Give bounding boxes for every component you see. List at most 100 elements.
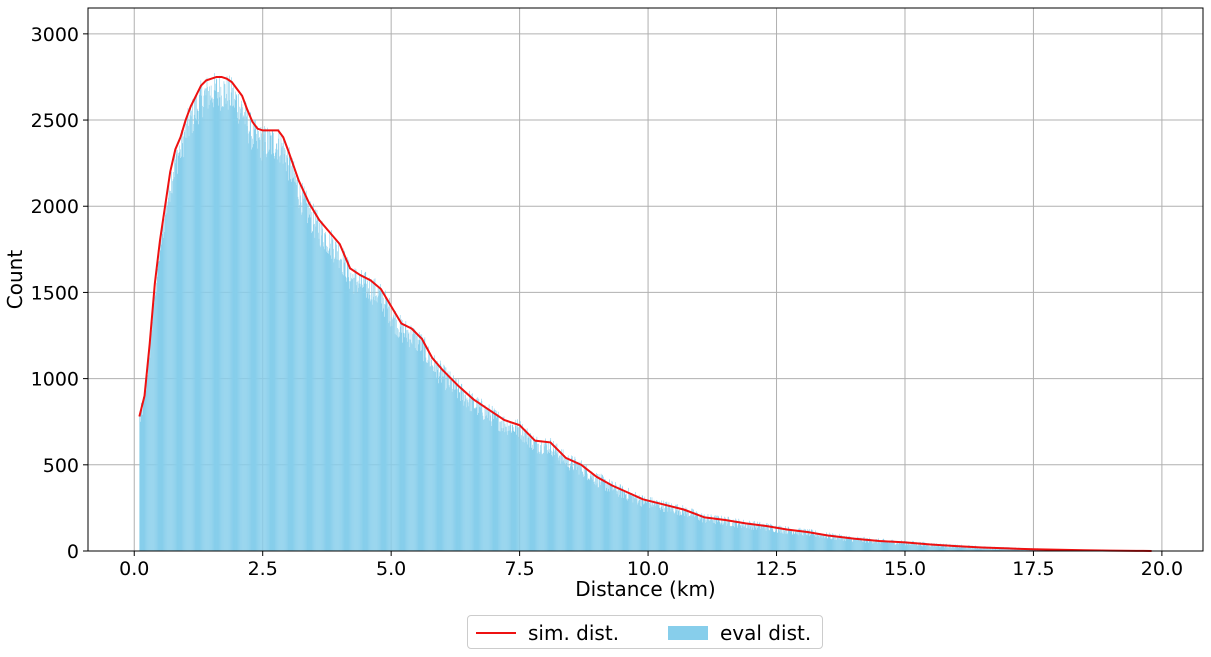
histogram-bar bbox=[545, 438, 546, 551]
histogram-bar bbox=[409, 339, 411, 551]
histogram-bar bbox=[963, 546, 964, 551]
histogram-bar bbox=[710, 520, 711, 551]
histogram-bar bbox=[757, 521, 758, 551]
histogram-bar bbox=[264, 142, 266, 551]
histogram-bar bbox=[691, 516, 693, 551]
histogram-bar bbox=[184, 131, 185, 551]
histogram-bar bbox=[314, 223, 315, 551]
histogram-bar bbox=[508, 430, 510, 551]
histogram-bar bbox=[576, 469, 577, 551]
histogram-bar bbox=[181, 130, 182, 552]
histogram-bar bbox=[269, 132, 271, 551]
histogram-bar bbox=[543, 452, 544, 551]
histogram-bar bbox=[1006, 548, 1007, 551]
histogram-bar bbox=[783, 528, 785, 551]
histogram-bar bbox=[681, 514, 683, 551]
histogram-bar bbox=[924, 545, 926, 551]
histogram-bar bbox=[976, 548, 978, 551]
histogram-bar bbox=[648, 500, 649, 551]
histogram-bar bbox=[482, 412, 483, 551]
histogram-bar bbox=[418, 344, 419, 551]
histogram-bar bbox=[389, 297, 390, 551]
histogram-bar bbox=[551, 456, 553, 551]
histogram-bar bbox=[521, 440, 523, 551]
histogram-bar bbox=[846, 535, 848, 551]
histogram-bar bbox=[603, 476, 604, 551]
histogram-bar bbox=[620, 489, 622, 551]
histogram-bar bbox=[612, 481, 613, 551]
histogram-bar bbox=[522, 424, 523, 551]
histogram-bar bbox=[589, 480, 591, 551]
histogram-bar bbox=[941, 545, 943, 551]
histogram-bar bbox=[221, 95, 222, 552]
histogram-bar bbox=[560, 463, 561, 551]
histogram-bar bbox=[903, 540, 905, 551]
histogram-bar bbox=[822, 534, 823, 551]
histogram-bar bbox=[774, 532, 776, 551]
histogram-bar bbox=[626, 499, 628, 551]
histogram-bar bbox=[841, 535, 842, 551]
histogram-bar bbox=[591, 471, 593, 551]
histogram-bar bbox=[241, 104, 243, 552]
histogram-bar bbox=[689, 515, 690, 551]
histogram-bar bbox=[763, 524, 765, 551]
histogram-bar bbox=[882, 539, 884, 551]
histogram-bar bbox=[330, 243, 332, 551]
histogram-bar bbox=[686, 508, 688, 551]
histogram-bar bbox=[207, 108, 209, 551]
histogram-bar bbox=[637, 502, 639, 551]
histogram-bar bbox=[948, 547, 949, 551]
histogram-bar bbox=[835, 539, 837, 551]
histogram-bar bbox=[354, 268, 356, 551]
histogram-bar bbox=[319, 222, 320, 551]
histogram-bar bbox=[234, 98, 236, 552]
histogram-bar bbox=[492, 410, 494, 551]
histogram-bar bbox=[267, 127, 268, 551]
histogram-bar bbox=[196, 110, 198, 552]
histogram-bar bbox=[313, 203, 314, 552]
histogram-bar bbox=[418, 332, 420, 551]
histogram-bar bbox=[763, 525, 764, 551]
histogram-bar bbox=[530, 435, 532, 551]
histogram-bar bbox=[196, 96, 198, 552]
histogram-bar bbox=[586, 469, 588, 551]
histogram-bar bbox=[520, 421, 521, 551]
histogram-bar bbox=[656, 502, 658, 551]
histogram-bar bbox=[726, 525, 727, 551]
histogram-bar bbox=[563, 460, 564, 551]
histogram-bar bbox=[998, 549, 1000, 551]
histogram-bar bbox=[756, 529, 758, 551]
histogram-bar bbox=[402, 323, 404, 551]
histogram-bar bbox=[879, 543, 881, 551]
histogram-bar bbox=[671, 508, 673, 551]
histogram-bar bbox=[723, 524, 724, 551]
histogram-bar bbox=[568, 467, 570, 551]
histogram-bar bbox=[350, 281, 351, 551]
histogram-bar bbox=[321, 221, 323, 552]
histogram-bar bbox=[672, 506, 673, 551]
histogram-bar bbox=[473, 408, 475, 551]
histogram-bar bbox=[902, 541, 904, 551]
histogram-bar bbox=[923, 542, 925, 551]
histogram-bar bbox=[912, 540, 913, 551]
histogram-bar bbox=[864, 538, 866, 551]
histogram-bar bbox=[419, 340, 421, 551]
histogram-bar bbox=[357, 280, 359, 551]
histogram-bar bbox=[165, 214, 167, 551]
histogram-bar bbox=[725, 517, 726, 551]
x-tick-label: 20.0 bbox=[1141, 558, 1183, 580]
histogram-bar bbox=[940, 544, 942, 551]
histogram-bar bbox=[867, 542, 869, 551]
histogram-bar bbox=[674, 513, 675, 551]
histogram-bar bbox=[569, 470, 571, 551]
histogram-bar bbox=[216, 98, 218, 551]
histogram-bar bbox=[861, 541, 863, 551]
histogram-bar bbox=[955, 545, 957, 551]
histogram-bar bbox=[365, 272, 367, 551]
histogram-bar bbox=[382, 297, 384, 551]
histogram-bar bbox=[382, 311, 384, 551]
histogram-bar bbox=[411, 342, 412, 551]
histogram-bar bbox=[869, 539, 871, 551]
histogram-bar bbox=[729, 525, 731, 551]
histogram-bar bbox=[459, 392, 461, 551]
